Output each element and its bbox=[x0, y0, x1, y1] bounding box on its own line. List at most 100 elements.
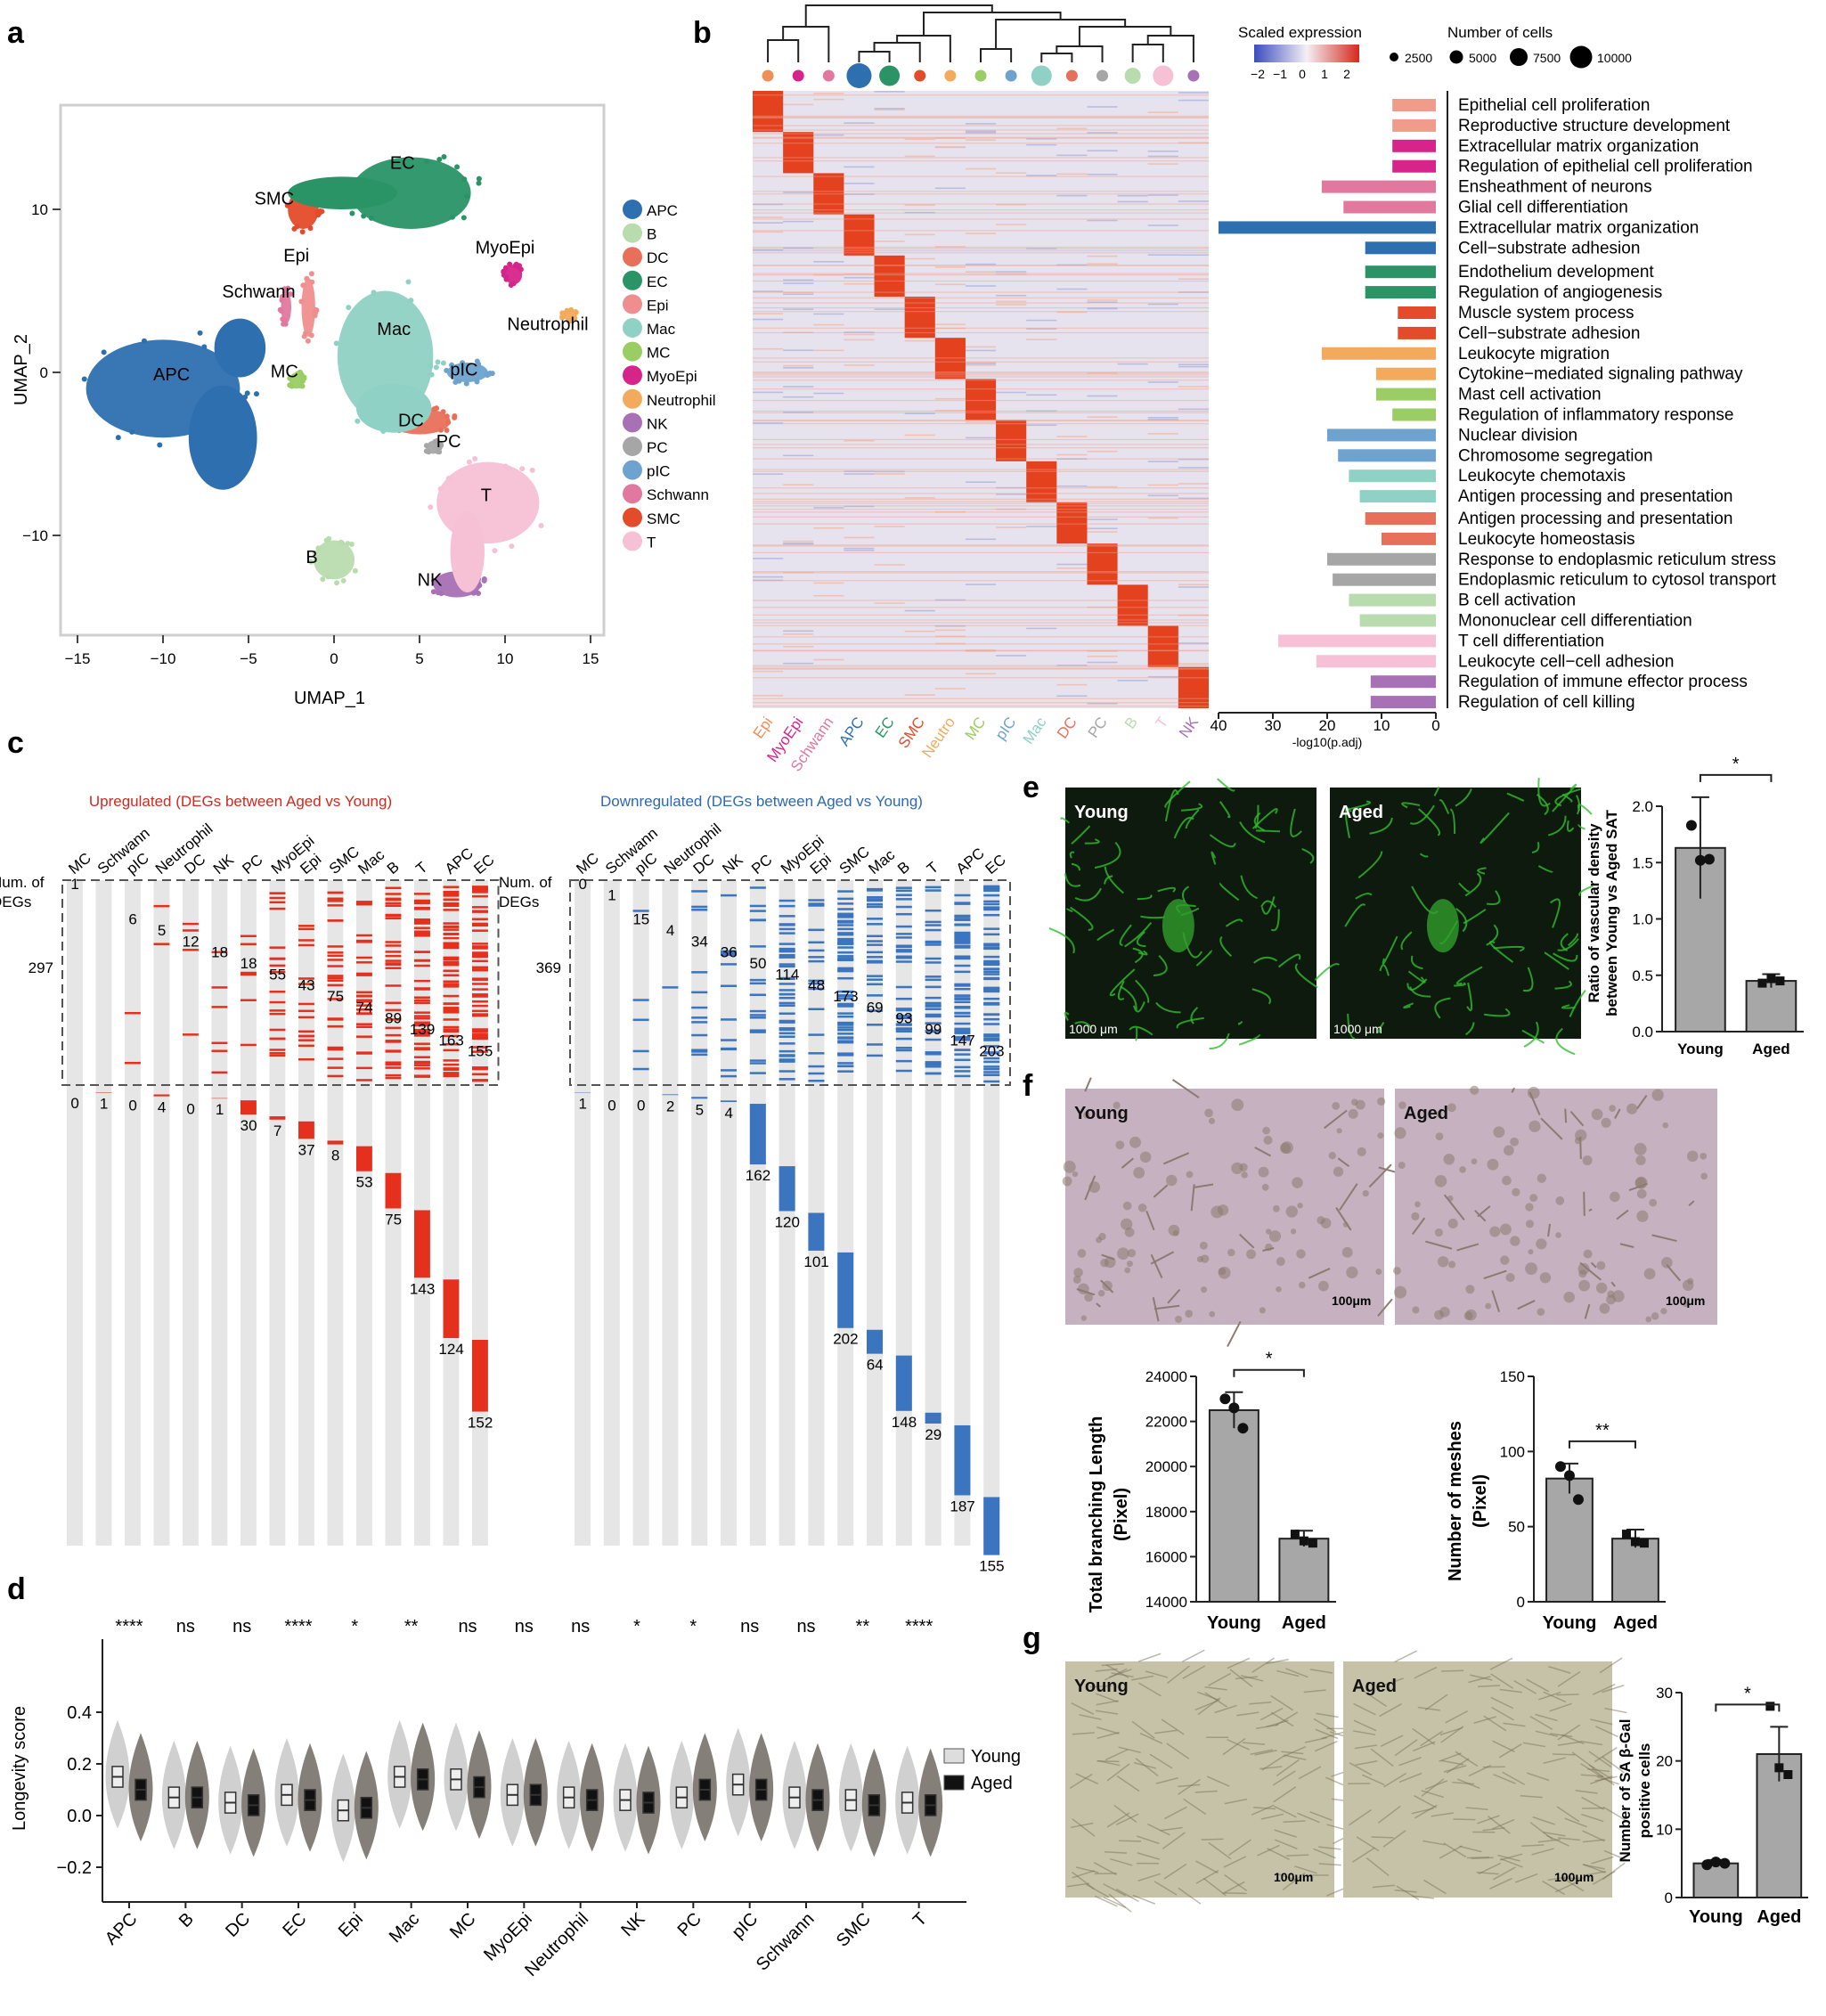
cell-cluster bbox=[1122, 1201, 1132, 1211]
shared-deg-line bbox=[472, 1073, 488, 1076]
upregulated-deg-plot: Upregulated (DEGs between Aged vs Young)… bbox=[0, 793, 500, 1546]
shared-deg-line bbox=[983, 902, 1000, 906]
longevity-x-label: Schwann bbox=[753, 1909, 819, 1975]
bar-young: Young bbox=[1689, 1857, 1743, 1927]
heatmap-noise-cell bbox=[1056, 194, 1088, 197]
num-degs-label: Num. of bbox=[499, 874, 552, 891]
shared-deg-line bbox=[954, 1053, 971, 1056]
heatmap-noise-cell bbox=[1147, 461, 1178, 462]
shared-deg-line bbox=[837, 951, 854, 954]
shared-deg-line bbox=[808, 1072, 825, 1075]
pathway-bar bbox=[1370, 696, 1436, 709]
shared-deg-line bbox=[954, 997, 971, 1000]
heatmap-col-label-dc: DC bbox=[1054, 714, 1080, 741]
longevity-y-tick-label: 0.4 bbox=[67, 1703, 92, 1723]
umap-legend-swatch bbox=[623, 460, 642, 480]
heatmap-noise-cell bbox=[965, 130, 997, 133]
cell-cluster bbox=[1412, 1306, 1420, 1314]
heatmap-noise-cell bbox=[753, 318, 784, 321]
fibroblast bbox=[1439, 1845, 1463, 1859]
vessel-strand bbox=[1133, 1001, 1145, 1013]
data-point bbox=[1774, 1763, 1784, 1773]
shared-deg-line bbox=[327, 891, 344, 894]
shared-deg-line bbox=[837, 957, 854, 960]
shared-deg-line bbox=[472, 894, 488, 898]
cell-cluster bbox=[1510, 1236, 1520, 1246]
fibroblast bbox=[1227, 1738, 1250, 1751]
scaled-expression-legend: Scaled expression −2 −1 0 1 2 bbox=[1238, 24, 1362, 81]
deg-column-stripe bbox=[721, 880, 738, 1546]
fibroblast bbox=[1580, 1774, 1603, 1777]
shared-deg-line bbox=[414, 1064, 430, 1067]
panel-letter-g: g bbox=[1023, 1621, 1041, 1655]
umap-label-mc: MC bbox=[271, 362, 298, 381]
cell-count-dot-pic bbox=[1005, 69, 1017, 82]
tube-segment bbox=[1517, 1300, 1536, 1310]
deg-column-label-mac: Mac bbox=[355, 846, 387, 878]
heatmap-noise-cell bbox=[813, 349, 844, 352]
heatmap-noise-cell bbox=[1147, 111, 1178, 113]
longevity-group-ec: ****EC bbox=[274, 1617, 322, 1940]
vessel-strand bbox=[1455, 788, 1472, 807]
umap-point bbox=[277, 306, 283, 313]
cell-cluster bbox=[1133, 1167, 1145, 1179]
cell-cluster bbox=[1204, 1108, 1213, 1118]
data-point bbox=[1719, 1857, 1731, 1869]
shared-deg-line bbox=[983, 1071, 1000, 1073]
shared-deg-line bbox=[983, 959, 1000, 963]
shared-deg-line bbox=[778, 1001, 795, 1005]
vessel-strand bbox=[1070, 906, 1094, 931]
shared-deg-line bbox=[385, 1008, 402, 1012]
tube-segment bbox=[1368, 1163, 1392, 1188]
pathway-bar bbox=[1365, 512, 1436, 525]
heatmap-noise-cell bbox=[934, 323, 966, 325]
shared-deg-line bbox=[954, 955, 971, 958]
shared-deg-line bbox=[808, 902, 825, 905]
heatmap-noise-cell bbox=[934, 510, 966, 513]
cell-cluster bbox=[1662, 1122, 1669, 1129]
vessel-strand bbox=[1209, 834, 1236, 848]
shared-deg-line bbox=[472, 1036, 488, 1039]
cell-cluster bbox=[1411, 1212, 1420, 1220]
shared-deg-line bbox=[954, 1015, 971, 1018]
heatmap-noise-cell bbox=[813, 594, 844, 597]
vessel-strand bbox=[1314, 963, 1341, 981]
shared-deg-line bbox=[414, 987, 430, 990]
heatmap-noise-cell bbox=[844, 470, 875, 472]
deg-column-stripe bbox=[749, 880, 766, 1546]
fibroblast bbox=[1094, 1862, 1117, 1876]
fibroblast bbox=[1103, 1897, 1127, 1908]
umap-frame bbox=[59, 103, 606, 637]
fibroblast bbox=[1313, 1848, 1336, 1859]
shared-deg-line bbox=[632, 1049, 649, 1053]
shared-deg-count: 74 bbox=[356, 999, 373, 1016]
shared-deg-line bbox=[895, 933, 912, 935]
heatmap-noise-cell bbox=[996, 304, 1027, 306]
heatmap-noise-cell bbox=[753, 203, 784, 206]
fibroblast bbox=[1583, 1870, 1606, 1877]
vessel-strand bbox=[1164, 789, 1179, 822]
shared-deg-line bbox=[356, 941, 372, 943]
shared-deg-line bbox=[472, 966, 488, 969]
heatmap-noise-cell bbox=[813, 582, 844, 584]
heatmap-noise-cell bbox=[753, 347, 784, 350]
cell-cluster bbox=[1487, 1158, 1499, 1171]
umap-legend-item-pic: pIC bbox=[623, 460, 670, 480]
significance-label: * bbox=[689, 1617, 697, 1636]
fibroblast bbox=[1557, 1724, 1581, 1741]
heatmap-noise-cell bbox=[1056, 485, 1088, 487]
heatmap-noise-cell bbox=[813, 93, 844, 94]
umap-legend-label: B bbox=[647, 226, 656, 243]
fibroblast bbox=[1276, 1669, 1300, 1677]
pathway-bar bbox=[1327, 429, 1436, 442]
cell-count-dot-dc bbox=[1065, 69, 1078, 82]
deg-column-stripe bbox=[95, 880, 112, 1546]
shared-deg-line bbox=[837, 914, 854, 917]
cell-cluster bbox=[1512, 1188, 1520, 1196]
shared-deg-line bbox=[721, 894, 738, 897]
tube-segment bbox=[1238, 1233, 1255, 1249]
heatmap-streak bbox=[753, 668, 1209, 670]
cell-cluster bbox=[1489, 1226, 1501, 1237]
shared-deg-line bbox=[269, 892, 286, 894]
data-point bbox=[1757, 978, 1767, 988]
